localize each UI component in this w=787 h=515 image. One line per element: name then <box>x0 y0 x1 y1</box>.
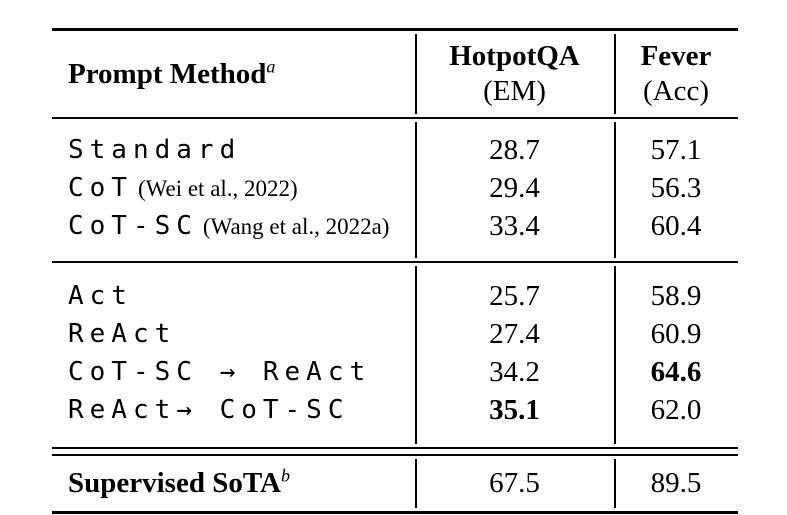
method-name: CoT-SC → ReAct <box>68 357 372 387</box>
supervised-sota-section: Supervised SoTAb 67.5 89.5 <box>52 456 738 511</box>
table-row: CoT-SC (Wang et al., 2022a) 33.4 60.4 <box>52 209 738 247</box>
method-cell: ReAct→ CoT-SC <box>52 393 415 431</box>
double-rule <box>52 447 738 456</box>
table-row: ReAct→ CoT-SC 35.1 62.0 <box>52 393 738 431</box>
hotpotqa-em-value: 27.4 <box>489 318 540 350</box>
table-row: Standard 28.7 57.1 <box>52 133 738 171</box>
fever-acc-value: 56.3 <box>650 172 702 204</box>
method-cell: CoT-SC (Wang et al., 2022a) <box>52 209 415 247</box>
results-table: Prompt Methoda HotpotQA (EM) Fever (Acc)… <box>52 28 738 514</box>
supervised-sota-label: Supervised SoTA <box>68 467 281 499</box>
header-fever-name: Fever <box>640 40 712 72</box>
table-row: Supervised SoTAb 67.5 89.5 <box>52 466 738 501</box>
method-name: ReAct→ CoT-SC <box>68 395 350 425</box>
table-row: CoT-SC → ReAct 34.2 64.6 <box>52 355 738 393</box>
fever-acc-value: 62.0 <box>650 394 702 426</box>
column-separator <box>415 122 417 258</box>
method-cell: CoT-SC → ReAct <box>52 355 415 393</box>
hotpotqa-em-value: 35.1 <box>489 394 540 426</box>
column-separator <box>614 122 616 258</box>
footnote-marker-a: a <box>266 55 276 76</box>
header-hotpotqa: HotpotQA (EM) <box>415 39 614 109</box>
fever-acc-value: 60.4 <box>650 210 702 242</box>
table-row: ReAct 27.4 60.9 <box>52 317 738 355</box>
method-cell: ReAct <box>52 317 415 355</box>
baseline-methods-group: Standard 28.7 57.1 CoT (Wei et al., 2022)… <box>52 119 738 261</box>
group-rule <box>52 261 738 263</box>
table-header: Prompt Methoda HotpotQA (EM) Fever (Acc) <box>52 31 738 117</box>
bottom-rule <box>52 511 738 514</box>
hotpotqa-em-value: 29.4 <box>489 172 540 204</box>
header-method: Prompt Methoda <box>52 57 415 92</box>
react-methods-group: Act 25.7 58.9 ReAct 27.4 60.9 CoT-SC → R… <box>52 263 738 447</box>
header-fever: Fever (Acc) <box>614 39 738 109</box>
column-separator <box>415 459 417 508</box>
fever-acc-value: 58.9 <box>650 280 702 312</box>
column-separator <box>614 34 616 114</box>
column-separator <box>614 266 616 444</box>
table-row: Act 25.7 58.9 <box>52 279 738 317</box>
fever-acc-value: 89.5 <box>650 467 702 499</box>
method-name: Standard <box>68 135 242 165</box>
table-row: CoT (Wei et al., 2022) 29.4 56.3 <box>52 171 738 209</box>
method-name: CoT <box>68 173 133 203</box>
header-rule <box>52 117 738 119</box>
column-separator <box>415 34 417 114</box>
hotpotqa-em-value: 34.2 <box>489 356 540 388</box>
hotpotqa-em-value: 33.4 <box>489 210 540 242</box>
header-row: Prompt Methoda HotpotQA (EM) Fever (Acc) <box>52 39 738 109</box>
method-name: CoT-SC <box>68 211 198 241</box>
fever-acc-value: 60.9 <box>650 318 702 350</box>
method-cell: Act <box>52 279 415 317</box>
method-name: Act <box>68 281 133 311</box>
method-citation: (Wei et al., 2022) <box>137 176 298 201</box>
top-rule <box>52 28 738 31</box>
fever-acc-value: 57.1 <box>650 134 702 166</box>
header-hotpotqa-metric: (EM) <box>483 75 546 107</box>
column-separator <box>614 459 616 508</box>
fever-acc-value: 64.6 <box>650 356 702 388</box>
supervised-sota-label-cell: Supervised SoTAb <box>52 466 415 501</box>
method-name: ReAct <box>68 319 177 349</box>
hotpotqa-em-value: 25.7 <box>489 280 540 312</box>
header-method-label: Prompt Method <box>68 57 267 90</box>
header-fever-metric: (Acc) <box>642 75 709 107</box>
method-cell: CoT (Wei et al., 2022) <box>52 171 415 209</box>
column-separator <box>415 266 417 444</box>
method-cell: Standard <box>52 133 415 171</box>
method-citation: (Wang et al., 2022a) <box>202 214 390 239</box>
hotpotqa-em-value: 67.5 <box>489 467 540 499</box>
header-hotpotqa-name: HotpotQA <box>449 40 580 72</box>
hotpotqa-em-value: 28.7 <box>489 134 540 166</box>
footnote-marker-b: b <box>280 465 290 486</box>
